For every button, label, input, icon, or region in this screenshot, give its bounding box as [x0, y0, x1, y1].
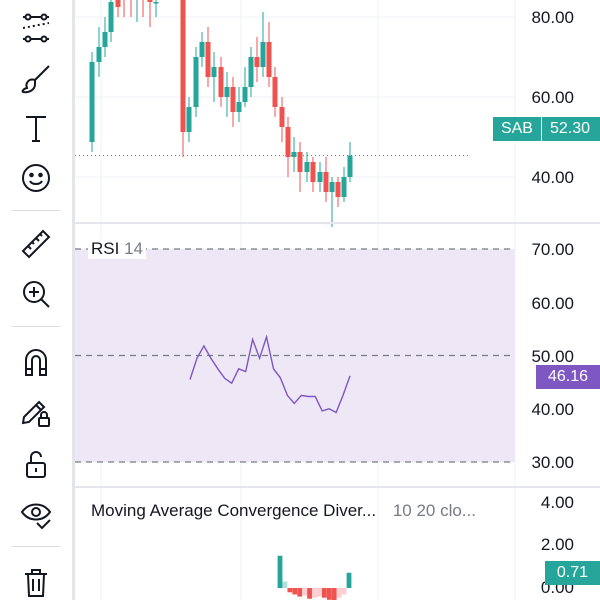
candle-body	[211, 67, 217, 77]
candle-body	[153, 2, 159, 4]
candle-body	[193, 57, 199, 107]
candle-body	[205, 42, 211, 77]
candle-body	[310, 162, 316, 182]
macd-histogram-bar	[282, 581, 288, 588]
brush-tool-icon[interactable]	[14, 56, 58, 100]
rsi-line	[189, 334, 351, 414]
emoji-tool-icon[interactable]	[14, 156, 58, 200]
price-axis-label: 40.00	[531, 168, 574, 187]
candle-body	[108, 2, 114, 32]
candle-body	[329, 182, 335, 192]
candle-body	[335, 182, 341, 197]
candle-body	[285, 127, 291, 157]
last-price-tag: SAB 52.30	[492, 117, 600, 141]
candle-body	[317, 172, 323, 182]
candle-body	[304, 162, 310, 172]
text-tool-icon[interactable]	[14, 106, 58, 150]
candle-body	[323, 172, 329, 192]
candle-body	[272, 77, 278, 107]
last-price-value: 52.30	[541, 117, 600, 141]
macd-axis-label: 2.00	[540, 535, 574, 554]
macd-histogram-bar	[336, 588, 342, 598]
macd-histogram-bar	[307, 588, 312, 599]
pane-separator[interactable]	[75, 486, 600, 488]
macd-histogram-bar	[331, 588, 337, 600]
macd-histogram-bar	[277, 555, 283, 588]
candle-body	[199, 42, 205, 57]
unlock-tool-icon[interactable]	[14, 442, 58, 486]
toolbar-divider	[12, 546, 60, 547]
macd-params: 10 20 clo...	[392, 501, 476, 520]
candle-body	[218, 67, 224, 97]
price-axis-label: 60.00	[531, 88, 574, 107]
candle-body	[297, 152, 303, 172]
price-axis-label: 80.00	[531, 8, 574, 27]
candle-body	[279, 107, 285, 127]
toolbar-divider	[12, 326, 60, 327]
macd-name: Moving Average Convergence Diver...	[91, 501, 377, 520]
macd-histogram-bar	[297, 588, 303, 597]
macd-histogram-bar	[302, 588, 308, 596]
rsi-axis-label: 50.00	[531, 347, 574, 366]
rsi-legend[interactable]: RSI 14	[88, 239, 146, 259]
candle-body	[242, 87, 248, 102]
rsi-current-value: 46.16	[535, 365, 600, 389]
candle-body	[96, 47, 102, 62]
zoom-in-tool-icon[interactable]	[14, 272, 58, 316]
symbol-label: SAB	[492, 117, 542, 141]
candle-body	[115, 0, 121, 7]
chart-canvas[interactable]	[75, 0, 600, 600]
macd-legend[interactable]: Moving Average Convergence Diver... 10 2…	[91, 501, 476, 521]
toolbar-border	[72, 0, 75, 600]
rsi-axis-label: 40.00	[531, 400, 574, 419]
candle-body	[254, 57, 260, 67]
candle-body	[347, 155, 353, 177]
candle-body	[291, 152, 297, 157]
macd-histogram-bar	[321, 588, 327, 598]
candle-body	[248, 57, 254, 87]
candle-body	[180, 0, 186, 132]
rsi-axis-label: 70.00	[531, 240, 574, 259]
magnet-tool-icon[interactable]	[14, 340, 58, 384]
lock-drawing-tool-icon[interactable]	[14, 390, 58, 434]
candle-body	[102, 32, 108, 47]
macd-current-value: 0.71	[544, 561, 600, 585]
candle-body	[147, 0, 153, 2]
macd-histogram-bar	[312, 588, 317, 598]
candle-body	[224, 87, 230, 97]
rsi-name: RSI	[91, 239, 120, 258]
candle-body	[230, 87, 236, 112]
drawing-toolbar	[0, 0, 72, 600]
candle-body	[186, 107, 192, 132]
macd-histogram-bar	[292, 588, 298, 595]
candle-body	[266, 42, 272, 77]
macd-axis-label: 4.00	[540, 493, 574, 512]
macd-histogram-bar	[341, 588, 347, 595]
rsi-axis-label: 60.00	[531, 294, 574, 313]
pane-separator[interactable]	[75, 222, 600, 224]
candle-body	[89, 62, 95, 142]
trash-tool-icon[interactable]	[14, 560, 58, 604]
toolbar-divider	[12, 210, 60, 211]
chart-area[interactable]: 80.00 60.00 40.00 SAB 52.30 RSI 14 70.00…	[75, 0, 600, 600]
rsi-length: 14	[124, 239, 143, 258]
candle-body	[236, 102, 242, 112]
candle-body	[341, 177, 347, 197]
macd-histogram-bar	[326, 588, 332, 600]
trend-line-tool-icon[interactable]	[14, 6, 58, 50]
macd-histogram-bar	[287, 588, 293, 593]
eye-visibility-tool-icon[interactable]	[14, 492, 58, 536]
macd-histogram-bar	[317, 588, 322, 597]
rsi-axis-label: 30.00	[531, 453, 574, 472]
candle-body	[260, 42, 266, 67]
macd-histogram-bar	[346, 572, 352, 588]
ruler-tool-icon[interactable]	[14, 222, 58, 266]
